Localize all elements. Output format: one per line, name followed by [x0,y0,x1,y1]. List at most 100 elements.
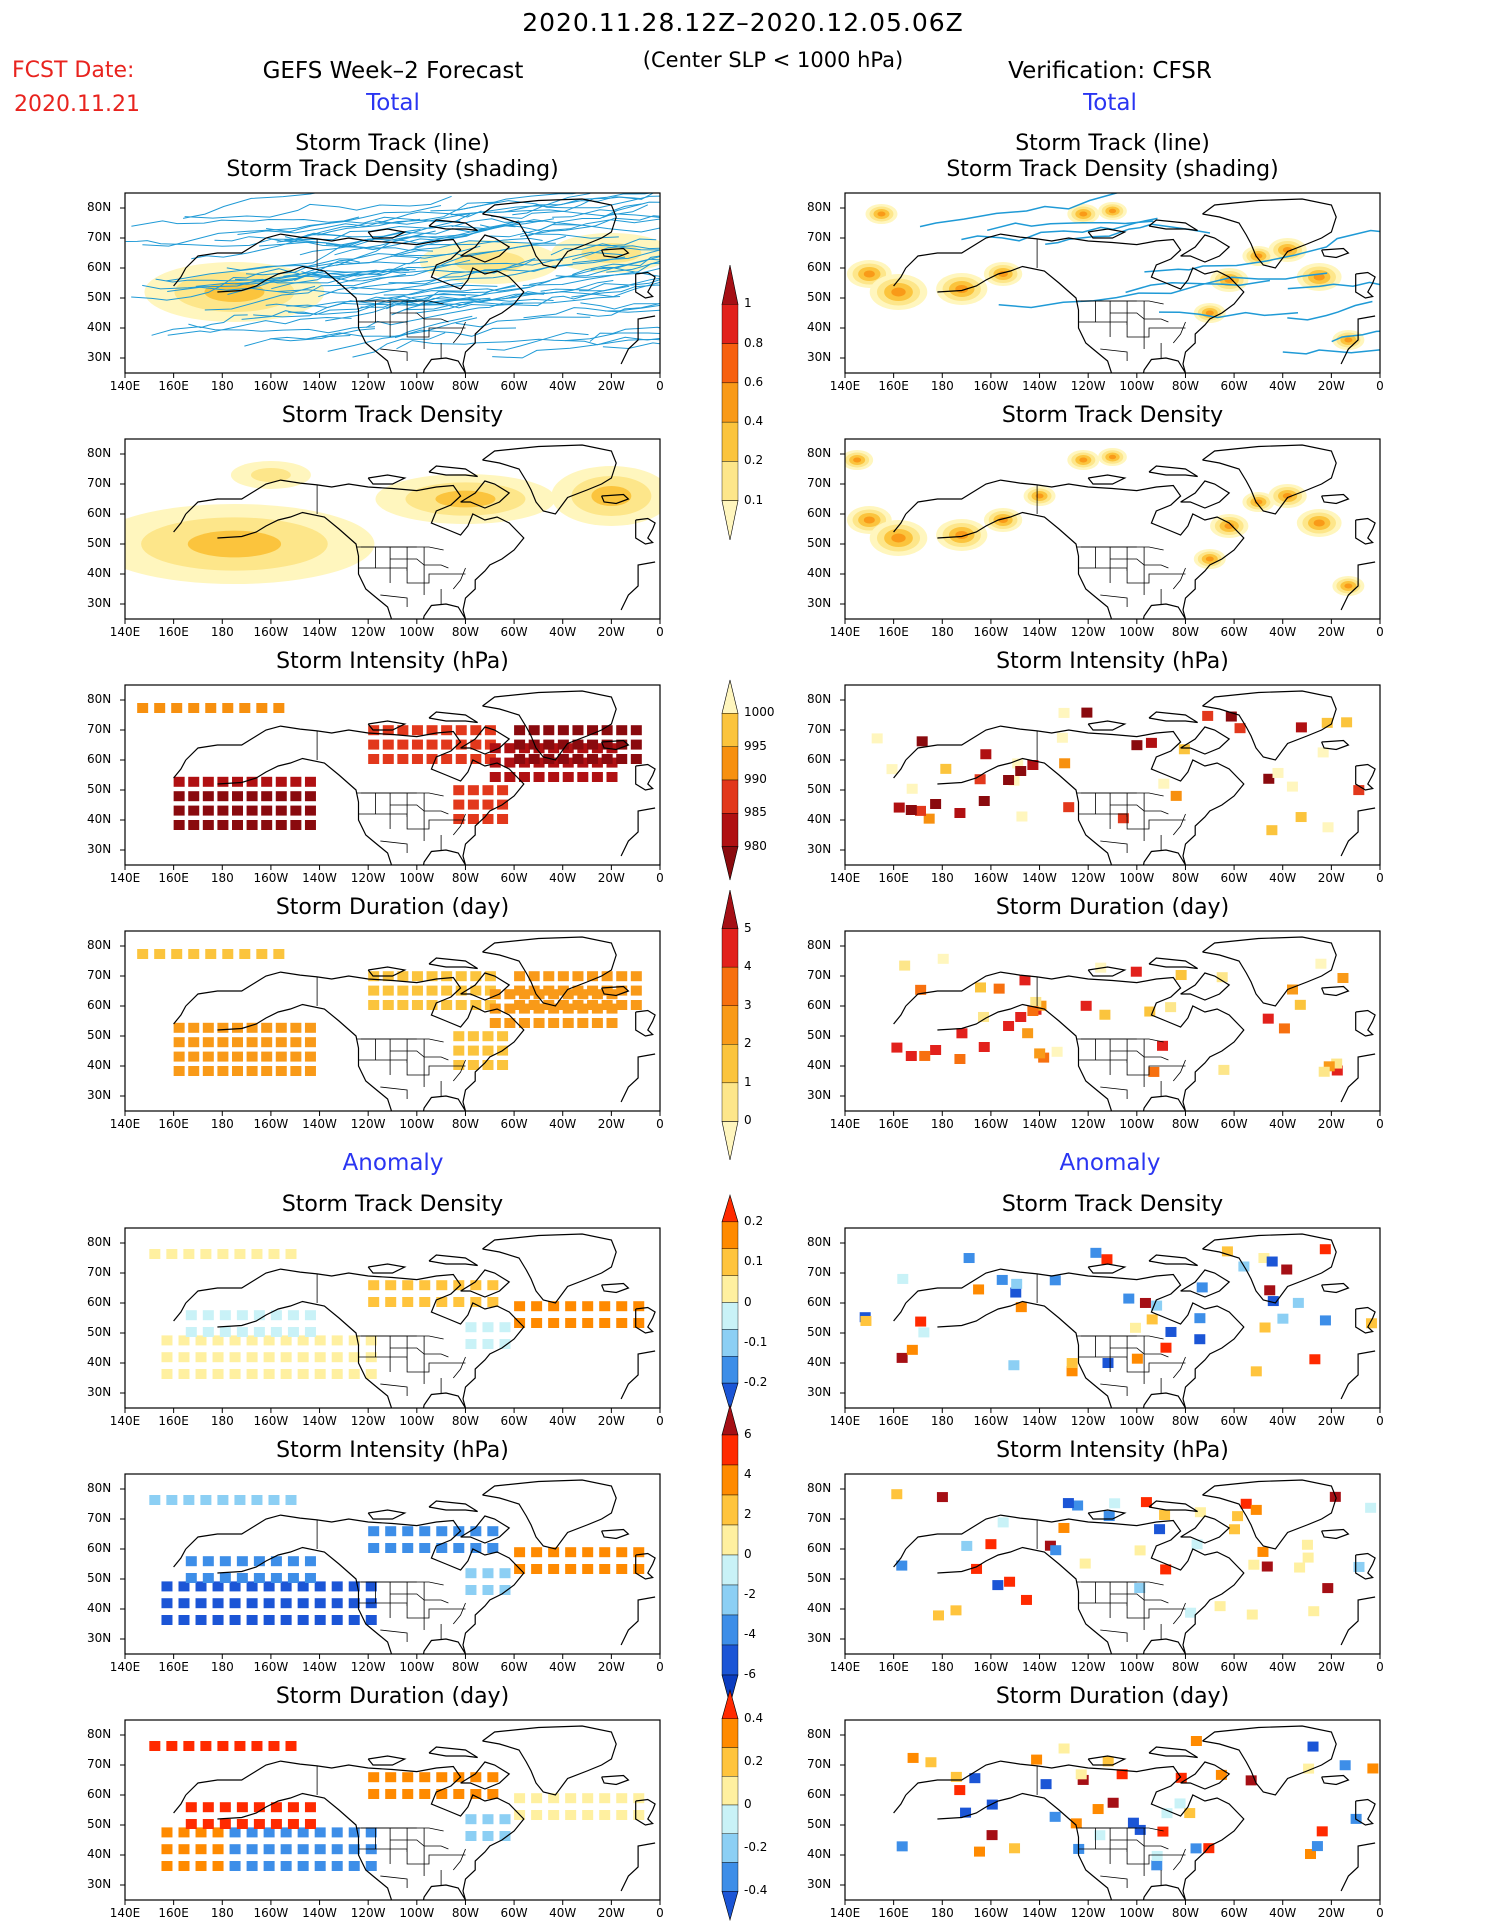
grid-cell [217,1495,229,1505]
storm-track-line [576,302,660,317]
lon-tick-label: 160E [878,1660,909,1674]
storm-track-line [602,213,660,218]
coastline [893,513,907,533]
colorbar-label: 0 [744,1797,752,1811]
grid-cell [1353,785,1365,796]
grid-cell [985,1539,997,1550]
grid-cell [1161,1808,1173,1819]
grid-cell [402,1526,414,1537]
storm-track-line [572,255,660,276]
grid-cell [599,1547,611,1558]
coastline [620,1053,656,1103]
lat-tick-label: 50N [87,1325,112,1339]
grid-cell [482,1831,494,1841]
lon-tick-label: 0 [1376,871,1384,885]
grid-cell [290,1022,302,1033]
grid-cell [548,1810,560,1820]
lat-tick-label: 60N [87,1541,112,1555]
map-background [845,685,1380,865]
grid-cell [178,1827,190,1838]
grid-cell [251,1249,263,1259]
lon-tick-label: 120W [350,1660,386,1674]
right-anomaly-label: Anomaly [1059,1150,1161,1176]
grid-cell [954,1054,966,1064]
grid-cell [1159,1510,1171,1521]
grid-cell [188,820,200,830]
coastline [460,1761,511,1790]
grid-cell [599,1318,611,1328]
grid-cell [397,739,409,750]
lon-tick-label: 60W [1220,1660,1248,1674]
map-frame [124,1719,661,1901]
lat-tick-label: 60N [87,998,112,1012]
grid-cell [287,1819,299,1829]
density-shading [250,468,291,482]
colorbar-segment [721,1833,739,1863]
grid-cell [1140,1497,1152,1508]
grid-cell [514,739,526,750]
grid-cell [280,1581,292,1592]
grid-cell [1316,1826,1328,1837]
lat-tick-label: 60N [807,1787,832,1801]
colorbar-label: 0.2 [744,1753,764,1768]
lon-tick-label: 140E [829,1906,861,1920]
colorbar-segment [721,1747,739,1777]
grid-cell [467,1045,479,1056]
grid-cell [497,1060,509,1070]
grid-cell [499,1814,511,1825]
density-shading [187,530,282,558]
grid-cell [630,754,642,764]
grid-cell [441,1000,453,1010]
grid-cell [489,772,501,782]
coastline [1172,321,1186,344]
grid-cell [368,1280,380,1291]
storm-track-line [564,332,660,342]
grid-cell [1287,984,1299,995]
fcst-date-value: 2020.11.21 [14,92,140,117]
grid-cell [1307,1741,1319,1752]
lon-tick-label: 0 [656,379,664,393]
grid-cell [919,1050,931,1061]
map-frame [124,438,661,620]
lon-tick-label: 120W [350,871,386,885]
grid-cell [1317,747,1329,758]
grid-cell [1130,966,1142,977]
coastline [893,267,907,287]
coastline [380,348,408,361]
grid-cell [402,1772,414,1783]
grid-cell [185,1310,197,1321]
coastline [635,1009,656,1037]
grid-cell [1190,1843,1202,1854]
grid-cell [986,1830,998,1841]
lon-tick-label: 140W [1022,379,1057,393]
grid-cell [453,814,465,824]
grid-cell [1311,1841,1323,1852]
storm-track-line [327,315,473,352]
grid-cell [280,1861,292,1871]
grid-cell [482,785,494,796]
grid-cell [916,736,928,747]
grid-cell [487,1297,499,1307]
grid-cell [385,1280,397,1291]
grid-cell [499,1831,511,1841]
grid-cell [1221,1246,1233,1257]
grid-cell [246,1022,258,1033]
grid-cell [263,1581,275,1592]
lon-tick-label: 140E [109,1117,141,1131]
grid-cell [565,1793,577,1804]
grid-cell [528,1000,540,1010]
map-background [845,1228,1380,1408]
storm-track-line [512,193,592,216]
grid-cell [1365,1502,1377,1513]
grid-cell [1202,710,1214,721]
coastline [1148,465,1198,478]
grid-cell [183,1249,195,1259]
grid-cell [1263,773,1275,784]
lon-tick-label: 180 [210,1414,234,1428]
lon-tick-label: 20W [597,1117,625,1131]
grid-cell [1034,1048,1046,1059]
lon-tick-label: 60W [1220,1906,1248,1920]
grid-cell [572,985,584,996]
grid-cell [470,1000,482,1010]
